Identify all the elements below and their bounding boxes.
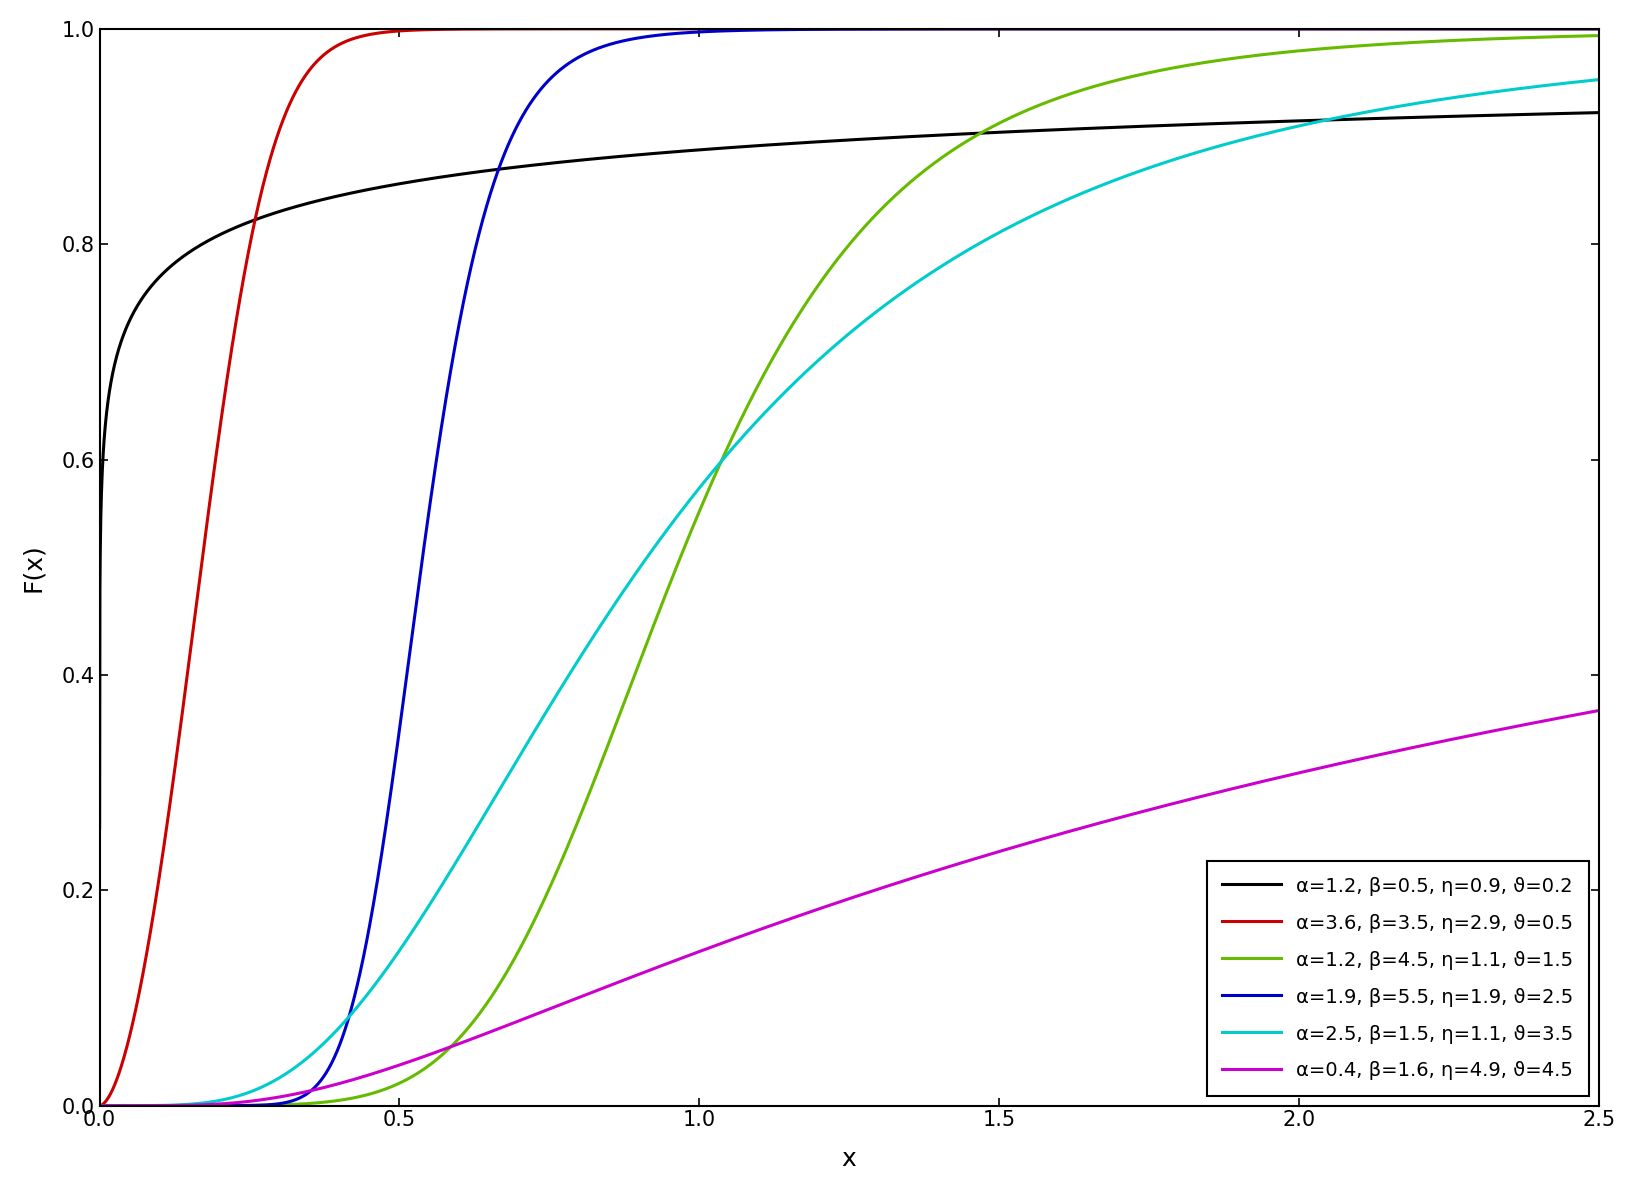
α=1.2, β=4.5, η=1.1, ϑ=1.5 — [90, 1099, 110, 1113]
Line: α=1.9, β=5.5, η=1.9, ϑ=2.5: α=1.9, β=5.5, η=1.9, ϑ=2.5 — [100, 29, 1598, 1106]
α=1.9, β=5.5, η=1.9, ϑ=2.5 — [1589, 21, 1608, 36]
α=1.2, β=0.5, η=0.9, ϑ=0.2 — [90, 821, 110, 836]
α=2.5, β=1.5, η=1.1, ϑ=3.5 — [1589, 73, 1608, 87]
α=2.5, β=1.5, η=1.1, ϑ=3.5 — [1322, 112, 1342, 126]
α=3.6, β=3.5, η=2.9, ϑ=0.5 — [362, 27, 381, 42]
α=0.4, β=1.6, η=4.9, ϑ=4.5 — [1209, 786, 1229, 800]
α=0.4, β=1.6, η=4.9, ϑ=4.5 — [663, 955, 682, 969]
α=1.2, β=4.5, η=1.1, ϑ=1.5 — [988, 117, 1008, 131]
Line: α=1.2, β=4.5, η=1.1, ϑ=1.5: α=1.2, β=4.5, η=1.1, ϑ=1.5 — [100, 36, 1598, 1106]
α=1.2, β=0.5, η=0.9, ϑ=0.2 — [663, 144, 682, 159]
α=0.4, β=1.6, η=4.9, ϑ=4.5 — [90, 1099, 110, 1113]
α=1.9, β=5.5, η=1.9, ϑ=2.5 — [1065, 21, 1085, 36]
α=0.4, β=1.6, η=4.9, ϑ=4.5 — [1065, 822, 1085, 837]
X-axis label: x: x — [843, 1147, 857, 1172]
α=1.2, β=4.5, η=1.1, ϑ=1.5 — [362, 1086, 381, 1100]
α=1.2, β=0.5, η=0.9, ϑ=0.2 — [1209, 117, 1229, 131]
α=1.2, β=0.5, η=0.9, ϑ=0.2 — [1322, 113, 1342, 128]
α=3.6, β=3.5, η=2.9, ϑ=0.5 — [90, 1099, 110, 1113]
α=1.9, β=5.5, η=1.9, ϑ=2.5 — [1322, 21, 1342, 36]
Line: α=2.5, β=1.5, η=1.1, ϑ=3.5: α=2.5, β=1.5, η=1.1, ϑ=3.5 — [100, 80, 1598, 1106]
α=1.2, β=4.5, η=1.1, ϑ=1.5 — [663, 570, 682, 584]
α=3.6, β=3.5, η=2.9, ϑ=0.5 — [1065, 21, 1085, 36]
α=3.6, β=3.5, η=2.9, ϑ=0.5 — [1589, 21, 1608, 36]
α=1.9, β=5.5, η=1.9, ϑ=2.5 — [988, 21, 1008, 36]
α=3.6, β=3.5, η=2.9, ϑ=0.5 — [1209, 21, 1229, 36]
α=3.6, β=3.5, η=2.9, ϑ=0.5 — [1322, 21, 1342, 36]
α=2.5, β=1.5, η=1.1, ϑ=3.5 — [1065, 190, 1085, 204]
α=1.2, β=0.5, η=0.9, ϑ=0.2 — [1589, 105, 1608, 119]
Line: α=0.4, β=1.6, η=4.9, ϑ=4.5: α=0.4, β=1.6, η=4.9, ϑ=4.5 — [100, 710, 1598, 1106]
α=1.9, β=5.5, η=1.9, ϑ=2.5 — [90, 1099, 110, 1113]
α=1.2, β=4.5, η=1.1, ϑ=1.5 — [1322, 41, 1342, 55]
α=1.9, β=5.5, η=1.9, ϑ=2.5 — [663, 26, 682, 41]
Line: α=3.6, β=3.5, η=2.9, ϑ=0.5: α=3.6, β=3.5, η=2.9, ϑ=0.5 — [100, 29, 1598, 1106]
α=1.2, β=4.5, η=1.1, ϑ=1.5 — [1065, 86, 1085, 100]
α=1.9, β=5.5, η=1.9, ϑ=2.5 — [362, 906, 381, 920]
α=2.5, β=1.5, η=1.1, ϑ=3.5 — [1209, 139, 1229, 154]
α=2.5, β=1.5, η=1.1, ϑ=3.5 — [362, 981, 381, 995]
α=2.5, β=1.5, η=1.1, ϑ=3.5 — [663, 516, 682, 530]
α=1.9, β=5.5, η=1.9, ϑ=2.5 — [1209, 21, 1229, 36]
α=3.6, β=3.5, η=2.9, ϑ=0.5 — [663, 21, 682, 36]
α=1.2, β=4.5, η=1.1, ϑ=1.5 — [1589, 29, 1608, 43]
α=2.5, β=1.5, η=1.1, ϑ=3.5 — [90, 1099, 110, 1113]
α=0.4, β=1.6, η=4.9, ϑ=4.5 — [988, 845, 1008, 859]
α=0.4, β=1.6, η=4.9, ϑ=4.5 — [1589, 703, 1608, 718]
α=0.4, β=1.6, η=4.9, ϑ=4.5 — [362, 1067, 381, 1081]
α=0.4, β=1.6, η=4.9, ϑ=4.5 — [1322, 758, 1342, 772]
Legend: α=1.2, β=0.5, η=0.9, ϑ=0.2, α=3.6, β=3.5, η=2.9, ϑ=0.5, α=1.2, β=4.5, η=1.1, ϑ=1: α=1.2, β=0.5, η=0.9, ϑ=0.2, α=3.6, β=3.5… — [1207, 861, 1589, 1095]
Line: α=1.2, β=0.5, η=0.9, ϑ=0.2: α=1.2, β=0.5, η=0.9, ϑ=0.2 — [100, 112, 1598, 828]
α=1.2, β=0.5, η=0.9, ϑ=0.2 — [362, 181, 381, 195]
α=1.2, β=4.5, η=1.1, ϑ=1.5 — [1209, 54, 1229, 68]
Y-axis label: F(x): F(x) — [21, 542, 44, 591]
α=1.2, β=0.5, η=0.9, ϑ=0.2 — [1065, 122, 1085, 136]
α=3.6, β=3.5, η=2.9, ϑ=0.5 — [988, 21, 1008, 36]
α=2.5, β=1.5, η=1.1, ϑ=3.5 — [988, 225, 1008, 240]
α=1.2, β=0.5, η=0.9, ϑ=0.2 — [988, 125, 1008, 139]
